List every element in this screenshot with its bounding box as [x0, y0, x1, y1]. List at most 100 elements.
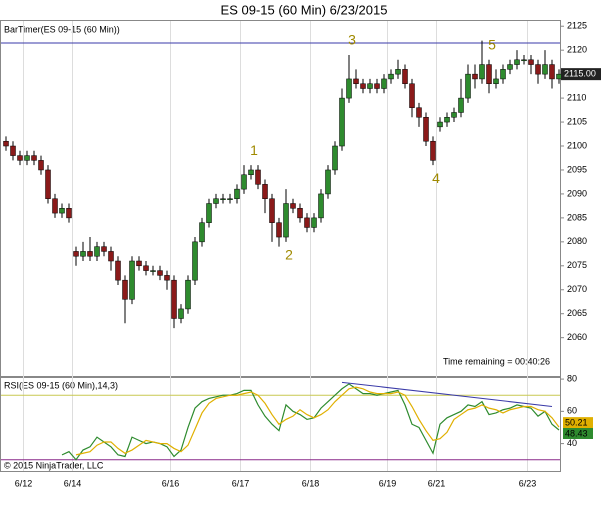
- candle-body: [507, 64, 513, 70]
- indicator-label: BarTimer(ES 09-15 (60 Min)): [4, 24, 120, 34]
- candle-body: [24, 155, 30, 161]
- candle-body: [80, 251, 86, 257]
- x-tick-label: 6/23: [519, 478, 537, 488]
- price-marker-label: 2115.00: [564, 69, 596, 79]
- candle-body: [31, 155, 37, 161]
- candle-body: [493, 78, 499, 84]
- y-tick-label: 60: [567, 406, 577, 416]
- x-tick-label: 6/19: [379, 478, 397, 488]
- candle-body: [367, 83, 373, 89]
- candle-body: [318, 193, 324, 219]
- y-tick-label: 2065: [567, 308, 587, 318]
- candle-body: [444, 117, 450, 123]
- candle-body: [241, 174, 247, 190]
- candle-body: [255, 169, 261, 185]
- candle-body: [59, 208, 65, 214]
- candle-body: [423, 117, 429, 142]
- candle-body: [171, 279, 177, 319]
- candle-body: [521, 59, 527, 62]
- y-tick-label: 2085: [567, 212, 587, 222]
- y-tick-label: 2100: [567, 140, 587, 150]
- candle-body: [164, 275, 170, 281]
- rsi-line: [61, 383, 560, 461]
- candle-body: [122, 279, 128, 300]
- candle-body: [150, 270, 156, 272]
- x-tick-label: 6/21: [428, 478, 446, 488]
- candle-body: [332, 145, 338, 171]
- candle-body: [45, 169, 51, 199]
- candle-body: [542, 64, 548, 75]
- y-tick-label: 2090: [567, 188, 587, 198]
- price-panel: [0, 20, 561, 377]
- candle-body: [87, 251, 93, 257]
- x-tick-label: 6/17: [232, 478, 250, 488]
- candle-body: [304, 217, 310, 228]
- rsi-marker-label: 50.21: [565, 418, 588, 428]
- candle-body: [458, 97, 464, 113]
- candle-body: [220, 198, 226, 200]
- y-tick-label: 40: [567, 438, 577, 448]
- candle-body: [346, 78, 352, 99]
- candle-body: [437, 121, 443, 128]
- candle-body: [199, 222, 205, 243]
- candle-body: [395, 69, 401, 75]
- candle-body: [486, 64, 492, 84]
- candle-body: [325, 169, 331, 195]
- rsi-marker-label: 48.43: [565, 428, 588, 438]
- candle-body: [227, 198, 233, 200]
- x-tick-label: 6/12: [15, 478, 33, 488]
- candle-body: [3, 140, 9, 147]
- candle-body: [430, 140, 436, 161]
- candle-body: [374, 83, 380, 89]
- candle-body: [10, 145, 16, 156]
- trend-line: [341, 381, 553, 408]
- candle-body: [297, 208, 303, 219]
- x-tick-label: 6/18: [302, 478, 320, 488]
- candle-body: [416, 107, 422, 118]
- copyright: © 2015 NinjaTrader, LLC: [4, 460, 104, 470]
- rsi-line: [75, 386, 560, 456]
- candle-body: [52, 198, 58, 214]
- y-tick-label: 80: [567, 373, 577, 383]
- candle-body: [136, 260, 142, 267]
- candle-body: [479, 64, 485, 80]
- wave-label: 4: [432, 170, 440, 186]
- candle-body: [157, 270, 163, 276]
- candle-body: [311, 217, 317, 228]
- candle-body: [388, 73, 394, 80]
- y-tick-label: 2080: [567, 236, 587, 246]
- wave-label: 2: [285, 247, 293, 263]
- chart-title: ES 09-15 (60 Min) 6/23/2015: [221, 2, 388, 17]
- x-tick-label: 6/16: [162, 478, 180, 488]
- y-tick-label: 2095: [567, 164, 587, 174]
- candle-body: [528, 59, 534, 65]
- candle-body: [94, 246, 100, 257]
- candle-body: [472, 73, 478, 80]
- candle-body: [290, 203, 296, 209]
- candle-body: [381, 78, 387, 89]
- candle-body: [269, 198, 275, 223]
- wave-label: 1: [250, 142, 258, 158]
- candle-body: [206, 203, 212, 223]
- candle-body: [500, 69, 506, 80]
- candle-body: [283, 203, 289, 238]
- candle-body: [234, 188, 240, 199]
- candle-body: [185, 279, 191, 310]
- candle-body: [409, 83, 415, 108]
- y-tick-label: 2110: [567, 92, 586, 102]
- wave-label: 5: [488, 36, 496, 52]
- time-remaining: Time remaining = 00:40:26: [443, 356, 550, 366]
- candle-body: [556, 73, 562, 80]
- x-tick-label: 6/14: [64, 478, 82, 488]
- y-tick-label: 2070: [567, 284, 587, 294]
- candle-body: [514, 59, 520, 65]
- candle-body: [192, 241, 198, 281]
- candle-body: [73, 251, 79, 257]
- rsi-marker: [563, 417, 593, 429]
- candle-body: [108, 251, 114, 262]
- candle-body: [101, 246, 107, 252]
- candle-body: [115, 260, 121, 281]
- y-tick-label: 2075: [567, 260, 587, 270]
